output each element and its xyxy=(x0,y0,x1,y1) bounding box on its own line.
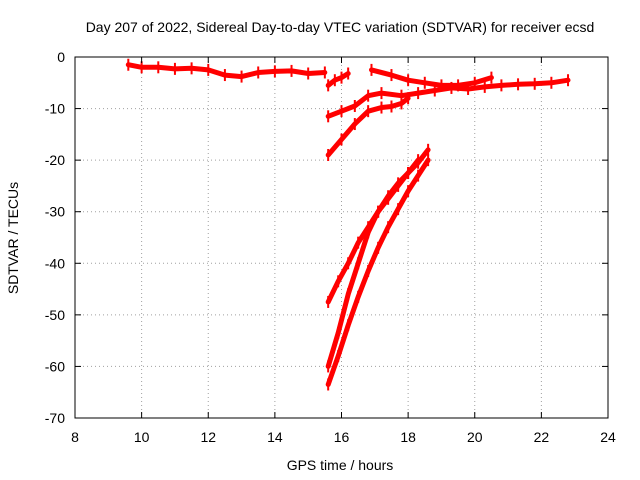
x-tick-label: 18 xyxy=(400,429,416,445)
series-line xyxy=(325,71,351,88)
x-tick-label: 8 xyxy=(71,429,79,445)
y-tick-label: -20 xyxy=(45,152,65,168)
x-tick-label: 20 xyxy=(467,429,483,445)
series-line xyxy=(325,147,431,305)
chart-title: Day 207 of 2022, Sidereal Day-to-day VTE… xyxy=(86,19,595,35)
x-tick-label: 24 xyxy=(600,429,616,445)
x-tick-label: 14 xyxy=(267,429,283,445)
series-line xyxy=(369,67,494,88)
x-tick-label: 10 xyxy=(134,429,150,445)
series-line xyxy=(325,95,411,158)
x-axis-label: GPS time / hours xyxy=(287,457,394,473)
series-line xyxy=(325,77,571,119)
x-tick-label: 16 xyxy=(334,429,350,445)
y-axis-label: SDTVAR / TECUs xyxy=(5,182,21,294)
y-tick-label: -40 xyxy=(45,255,65,271)
y-tick-label: -60 xyxy=(45,358,65,374)
tick-labels: 8 10 12 14 16 18 20 22 24 0 -10 -20 -30 -40 -50 -60 -70 xyxy=(45,49,616,445)
y-tick-label: -30 xyxy=(45,204,65,220)
series-line xyxy=(325,157,421,369)
x-tick-label: 22 xyxy=(534,429,550,445)
series-group xyxy=(125,58,571,391)
grid xyxy=(75,57,608,418)
ticks xyxy=(74,56,609,419)
y-tick-label: -70 xyxy=(45,410,65,426)
y-tick-label: -50 xyxy=(45,307,65,323)
y-tick-label: -10 xyxy=(45,101,65,117)
x-tick-label: 12 xyxy=(200,429,216,445)
y-tick-label: 0 xyxy=(57,49,65,65)
